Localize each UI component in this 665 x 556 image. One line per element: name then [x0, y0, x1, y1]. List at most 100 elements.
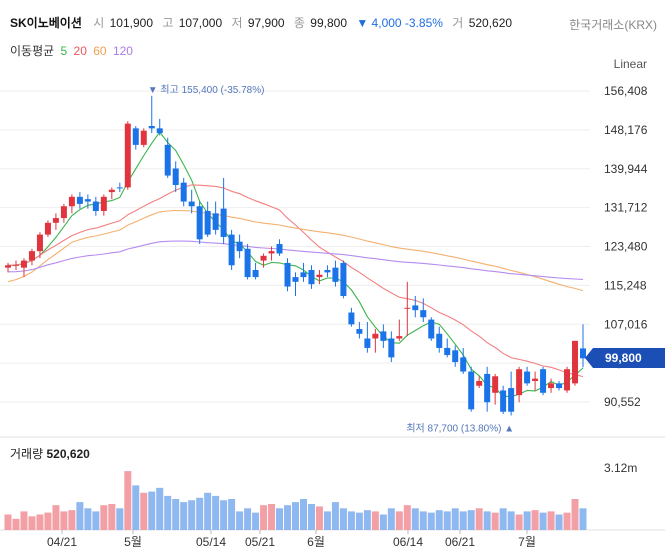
candle-body [428, 319, 435, 339]
candle-body [500, 390, 507, 412]
low-label: 저 [231, 16, 243, 30]
volume-bar [411, 508, 419, 530]
ma-legend-60[interactable]: 60 [93, 44, 107, 58]
candle-body [324, 270, 331, 273]
volume-bar [140, 492, 148, 530]
candle-body [468, 371, 475, 410]
candle-body [532, 378, 539, 381]
candle-body [444, 347, 451, 356]
volume-bar [371, 511, 379, 530]
volume-bar [220, 500, 228, 530]
volume-bar [92, 511, 100, 530]
candle-body [516, 369, 523, 396]
candle-body [124, 123, 131, 188]
candle-body [204, 210, 211, 235]
volume-bar [555, 514, 563, 530]
candle-body [492, 376, 499, 393]
volume-bar [563, 512, 571, 530]
volume-bar [252, 512, 260, 530]
volume-bar [507, 511, 515, 530]
high-value: 107,000 [178, 16, 223, 30]
volume-bar [379, 514, 387, 530]
volume-bar [244, 508, 252, 530]
volume-bar [108, 503, 116, 530]
ma-legend-5[interactable]: 5 [60, 44, 68, 58]
ma-legend[interactable]: 이동평균 5 20 60 120 [10, 42, 136, 59]
candle-body [364, 338, 371, 348]
candle-body [5, 265, 11, 268]
open-value: 101,900 [109, 16, 153, 30]
quote-header: SK이노베이션 시 101,900 고 107,000 저 97,900 종 9… [10, 14, 518, 32]
candle-body [404, 307, 411, 309]
volume-bar [172, 499, 180, 530]
volume-bar [164, 495, 172, 530]
candle-body [412, 305, 419, 311]
scale-toggle[interactable]: Linear [613, 57, 647, 71]
volume-bar [315, 506, 323, 530]
candle-body [580, 348, 586, 359]
x-tick-label: 05/14 [196, 535, 226, 549]
volume-bar [475, 508, 483, 530]
y-tick-label: 115,248 [604, 278, 647, 292]
volume-bar [387, 508, 395, 530]
volume-bar [44, 512, 52, 530]
volume-bar [236, 511, 244, 530]
candle-body [556, 383, 563, 389]
candle-body [316, 274, 323, 278]
candle-body [356, 329, 363, 334]
volume-bar [116, 508, 124, 530]
volume-bar [483, 511, 491, 530]
candle-body [292, 277, 299, 282]
volume-bar [339, 508, 347, 530]
volume-bar [459, 511, 467, 530]
ma-legend-120[interactable]: 120 [112, 44, 133, 58]
volume-bar [307, 503, 315, 530]
volume-bar [132, 485, 140, 530]
current-price-tag: 99,800 [585, 348, 665, 368]
candle-body [52, 218, 59, 223]
volume-panel-value: 520,620 [46, 447, 90, 461]
x-tick-label: 04/21 [47, 535, 77, 549]
volume-bar [347, 511, 355, 530]
volume-bar [531, 510, 539, 530]
candle-body [396, 336, 403, 339]
ma-legend-title: 이동평균 [10, 44, 55, 58]
candle-body [180, 182, 187, 202]
candle-body [28, 251, 35, 261]
high-annotation: ▼ 최고 155,400 (-35.78%) [148, 84, 265, 96]
ma-line-60 [7, 209, 584, 292]
candle-body [148, 125, 155, 129]
volume-bar [323, 511, 331, 530]
volume-bar [228, 499, 236, 530]
volume-value: 520,620 [468, 16, 513, 30]
candle-body [252, 270, 259, 278]
volume-bar [571, 499, 579, 530]
candle-body [108, 189, 115, 193]
candle-body [332, 267, 339, 282]
ma-line-120 [7, 240, 584, 280]
ma-legend-20[interactable]: 20 [73, 44, 87, 58]
candle-body [452, 350, 459, 363]
candle-body [12, 264, 19, 266]
volume-bar [4, 514, 12, 530]
volume-bar [20, 511, 28, 530]
candle-body [116, 187, 123, 189]
x-tick-label: 7월 [518, 535, 536, 549]
candle-body [140, 130, 147, 145]
volume-bar [547, 511, 555, 530]
candle-body [164, 144, 171, 176]
volume-bar [355, 512, 363, 530]
volume-bar [100, 505, 108, 530]
candle-body [20, 260, 27, 268]
candle-body [228, 234, 235, 266]
volume-bar [331, 502, 339, 530]
y-tick-label: 156,408 [604, 84, 648, 98]
volume-bar [403, 505, 411, 530]
volume-bar [196, 497, 204, 530]
candle-body [420, 310, 427, 318]
open-label: 시 [93, 16, 105, 30]
candle-body [436, 333, 443, 348]
candle-body [548, 383, 555, 389]
volume-panel-label: 거래량 [10, 447, 44, 461]
